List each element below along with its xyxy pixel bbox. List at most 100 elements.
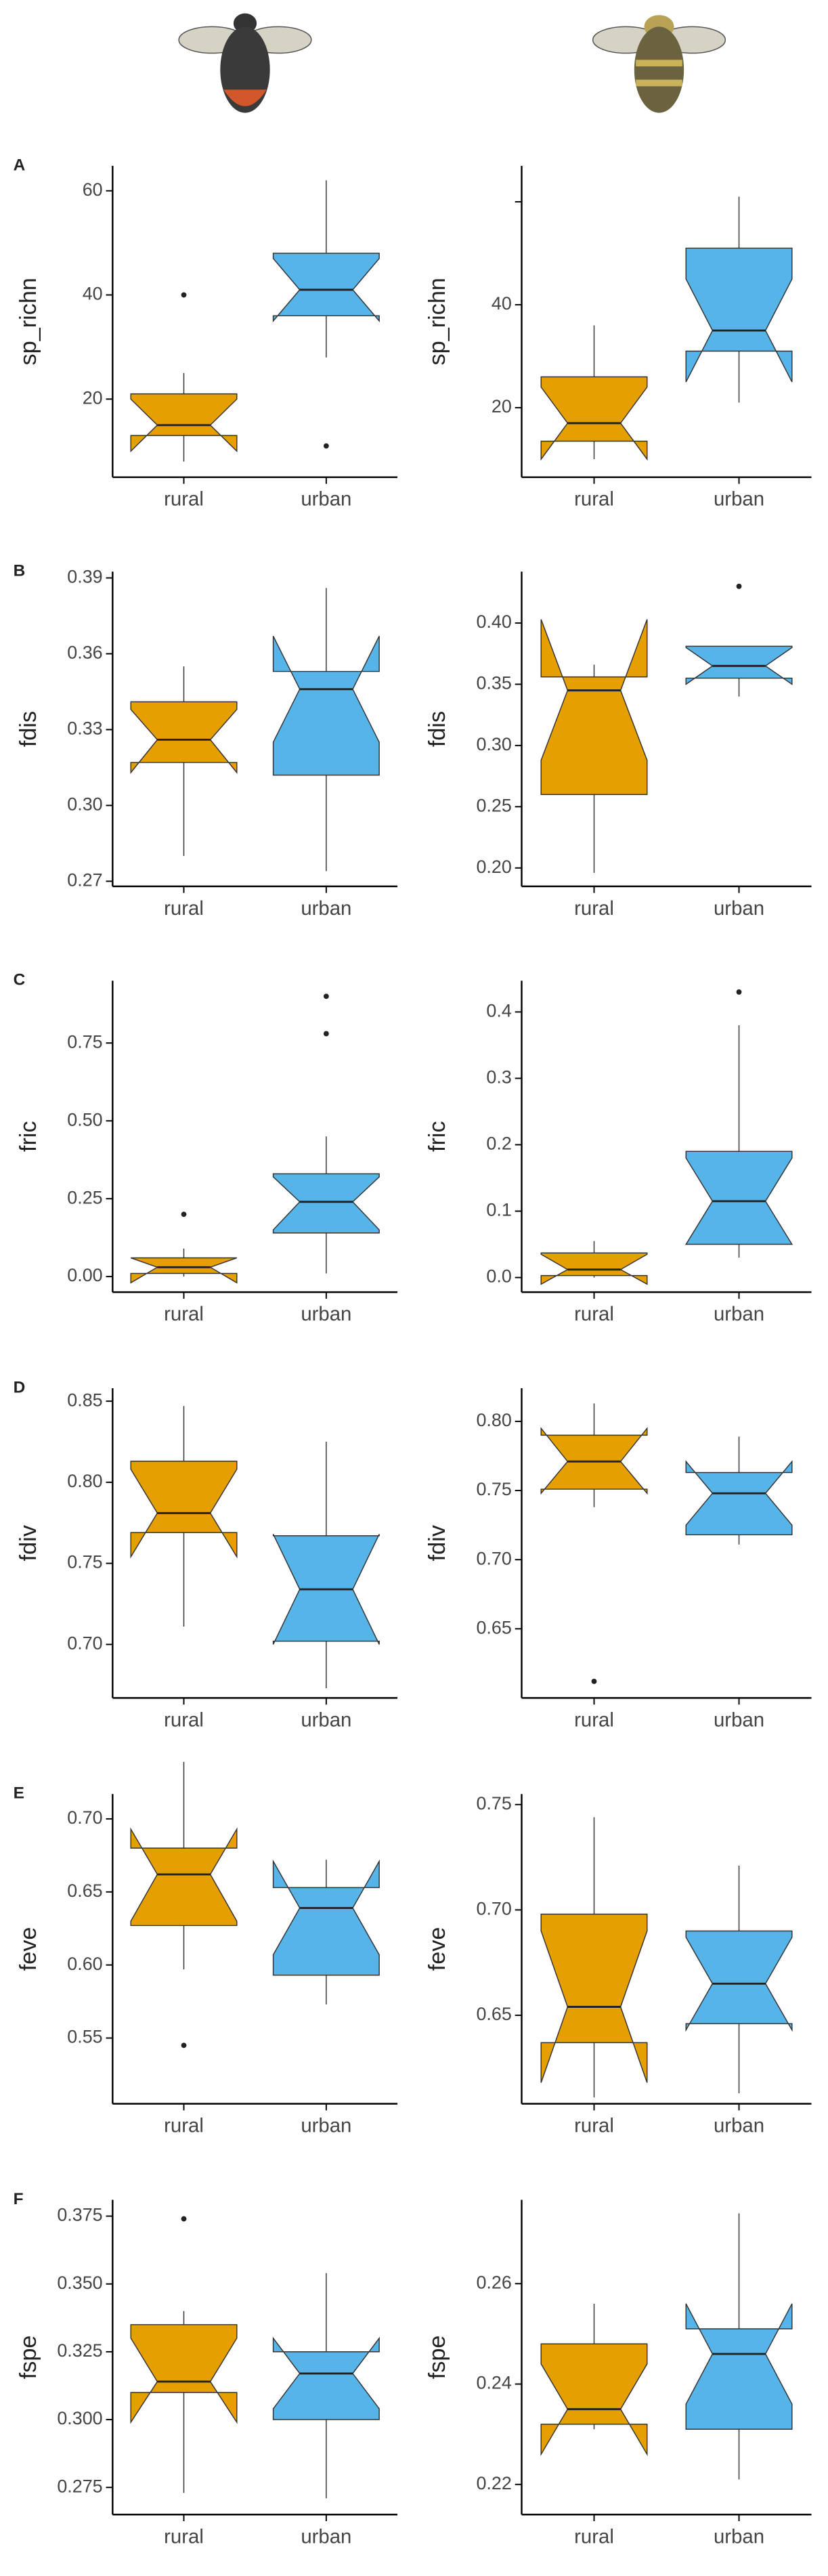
panel-label: B [14,562,26,580]
x-tick-label: urban [301,2525,351,2548]
box [130,1461,238,1559]
bee-icon [592,15,726,113]
x-tick-label: rural [574,488,614,511]
y-tick-label: 0.325 [57,2340,102,2361]
y-tick-label: 0.25 [67,1187,102,1207]
y-axis-label: fric [424,1121,450,1152]
panel-label: C [14,971,26,989]
y-tick-label: 60 [83,179,103,200]
y-axis-label: fric [16,1121,41,1152]
box [130,2324,238,2424]
box [272,1859,380,1976]
box [685,1930,793,2032]
outlier [323,993,329,1000]
x-tick-label: urban [714,1709,764,1731]
x-tick-label: urban [714,2525,764,2548]
x-tick-label: rural [574,897,614,920]
x-tick-label: rural [574,1709,614,1731]
panel-label: A [14,156,26,174]
y-axis-label: sp_richn [16,278,41,365]
panel-label: E [14,1784,24,1803]
y-tick-label: 0.75 [476,1793,511,1813]
x-tick-label: urban [301,1709,351,1731]
box [272,1173,380,1234]
y-tick-label: 20 [492,396,512,416]
box [684,1151,793,1245]
x-tick-label: rural [164,488,204,511]
x-tick-label: rural [164,897,204,920]
x-tick-label: urban [301,2115,351,2137]
x-tick-label: rural [164,1303,204,1325]
y-tick-label: 0.25 [476,795,511,815]
box [130,393,238,452]
y-tick-label: 0.275 [57,2476,102,2496]
y-tick-label: 0.50 [67,1109,102,1130]
y-tick-label: 0.80 [67,1471,102,1491]
outlier [323,1031,329,1037]
y-tick-label: 0.35 [476,673,511,693]
y-axis-label: fdiv [16,1525,41,1561]
x-tick-label: rural [164,2525,204,2548]
x-tick-label: urban [301,1303,351,1325]
y-tick-label: 0.70 [476,1898,511,1918]
y-tick-label: 0.70 [67,1807,102,1828]
y-tick-label: 0.80 [476,1410,511,1430]
y-tick-label: 0.350 [57,2273,102,2293]
outlier [181,292,187,298]
y-tick-label: 0.26 [476,2272,511,2292]
box [540,619,648,795]
y-tick-label: 0.4 [486,1000,511,1021]
y-axis-label: feve [424,1927,450,1971]
box [685,247,793,383]
x-tick-label: rural [164,2115,204,2137]
y-tick-label: 0.75 [67,1552,102,1572]
box [272,2336,380,2420]
x-tick-label: rural [574,2115,614,2137]
y-tick-label: 0.40 [476,611,511,632]
y-axis-label: sp_richn [424,278,450,365]
y-axis-label: feve [16,1927,41,1971]
y-tick-label: 0.1 [486,1200,511,1220]
outlier [181,2042,187,2048]
box [130,1827,238,1927]
y-tick-label: 0.20 [476,857,511,877]
y-tick-label: 40 [83,284,103,304]
box [685,2303,793,2430]
x-tick-label: urban [714,897,764,920]
y-tick-label: 0.36 [67,643,102,663]
panel-label: D [14,1378,26,1396]
outlier [323,443,329,449]
x-tick-label: urban [714,488,764,511]
y-tick-label: 0.33 [67,718,102,739]
box [540,1252,648,1285]
y-axis-label: fdis [16,711,41,747]
y-tick-label: 0.0 [486,1266,511,1287]
x-tick-label: urban [301,897,351,920]
y-tick-label: 0.39 [67,567,102,587]
box [540,2343,648,2457]
box [130,701,238,774]
y-tick-label: 0.375 [57,2205,102,2225]
y-tick-label: 0.65 [476,2004,511,2024]
x-tick-label: urban [714,1303,764,1325]
y-tick-label: 0.70 [476,1548,511,1568]
y-tick-label: 0.24 [476,2373,511,2393]
box [272,635,380,776]
bee-icon [178,13,312,113]
y-tick-label: 0.75 [476,1479,511,1499]
x-tick-label: urban [714,2115,764,2137]
x-tick-label: rural [574,2525,614,2548]
outlier [181,1211,187,1218]
y-tick-label: 0.27 [67,870,102,890]
y-tick-label: 0.60 [67,1954,102,1974]
outlier [181,2216,187,2222]
y-tick-label: 0.3 [486,1067,511,1088]
y-tick-label: 0.300 [57,2408,102,2428]
y-tick-label: 0.65 [476,1617,511,1637]
y-tick-label: 20 [83,387,103,408]
y-tick-label: 40 [492,293,512,314]
y-axis-label: fspe [424,2336,450,2380]
outlier [736,583,742,589]
x-tick-label: urban [301,488,351,511]
